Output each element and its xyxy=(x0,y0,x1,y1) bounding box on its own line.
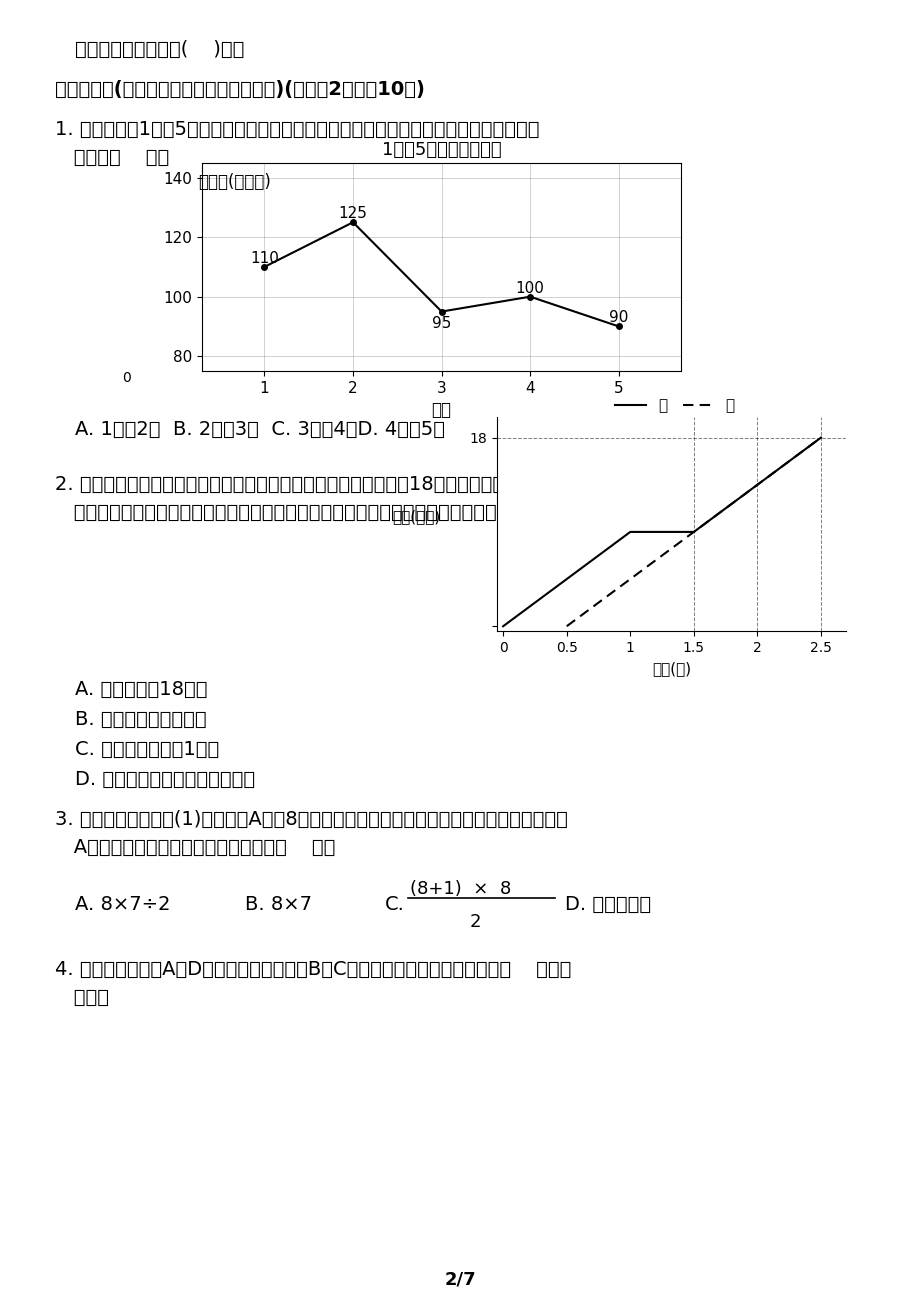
Text: 0: 0 xyxy=(121,371,130,385)
Text: 1. 明明家今年1月至5月的用电量情况如图所示，由图可知，相邻两个月中，用电量变化最: 1. 明明家今年1月至5月的用电量情况如图所示，由图可知，相邻两个月中，用电量变… xyxy=(55,120,539,139)
Legend: 甲, 乙: 甲, 乙 xyxy=(608,392,740,419)
Text: 110: 110 xyxy=(250,251,278,266)
X-axis label: 时间(时): 时间(时) xyxy=(652,660,690,676)
Text: 大的是（    ）。: 大的是（ ）。 xyxy=(55,148,169,167)
Text: 甲、丁两班共有学生(    )人。: 甲、丁两班共有学生( )人。 xyxy=(75,40,244,59)
Text: 100: 100 xyxy=(516,280,544,296)
X-axis label: 月份: 月份 xyxy=(431,401,451,419)
Text: 知甲比乙早出发，他们所行的路程和时间的关系如图所示，下面的说法正确的是（    ）。: 知甲比乙早出发，他们所行的路程和时间的关系如图所示，下面的说法正确的是（ ）。 xyxy=(55,503,545,522)
Text: 用电量(千瓦时): 用电量(千瓦时) xyxy=(198,173,270,191)
Text: (8+1)  ×  8: (8+1) × 8 xyxy=(410,880,511,898)
Text: C.: C. xyxy=(384,894,404,914)
Text: A. 8×7÷2: A. 8×7÷2 xyxy=(75,894,170,914)
Line: 甲: 甲 xyxy=(503,437,820,626)
甲 xyxy=(687,525,698,540)
Text: 2/7: 2/7 xyxy=(444,1269,475,1288)
甲 xyxy=(624,525,635,540)
Text: D. 相遇后甲的速度比乙的速度快: D. 相遇后甲的速度比乙的速度快 xyxy=(75,769,255,789)
Text: 90: 90 xyxy=(608,310,628,326)
Text: 1月至5月用电量统计图: 1月至5月用电量统计图 xyxy=(381,141,501,159)
Text: A. 1月至2月  B. 2月至3月  C. 3月至4月D. 4月至5月: A. 1月至2月 B. 2月至3月 C. 3月至4月D. 4月至5月 xyxy=(75,421,445,439)
Text: 4. 一列火车往返于A、D两站之间，中间还有B、C两个停车站，该火车需要准备（    ）种火: 4. 一列火车往返于A、D两站之间，中间还有B、C两个停车站，该火车需要准备（ … xyxy=(55,960,571,979)
甲 xyxy=(814,430,825,445)
Text: C. 甲在中途休息了1小时: C. 甲在中途休息了1小时 xyxy=(75,740,219,759)
甲 xyxy=(497,618,508,634)
Text: 3. 某次足球赛中，四(1)班所在的A组有8个参赛队，小组中每两个队之间都要进行一场比赛，: 3. 某次足球赛中，四(1)班所在的A组有8个参赛队，小组中每两个队之间都要进行… xyxy=(55,810,567,829)
Text: B. 两人同时到达植物园: B. 两人同时到达植物园 xyxy=(75,710,207,729)
Text: B. 8×7: B. 8×7 xyxy=(244,894,312,914)
Text: A. 他们都骑了18千米: A. 他们都骑了18千米 xyxy=(75,680,208,699)
Text: 125: 125 xyxy=(338,206,367,221)
Text: 2. 甲、乙两人住在同一栋楼，两人分别骑自行车沿一条直线到距家18千米的植物园去玩，已: 2. 甲、乙两人住在同一栋楼，两人分别骑自行车沿一条直线到距家18千米的植物园去… xyxy=(55,475,550,493)
Text: 二、选择。(将正确答案的字母填在括号里)(每小题2分，共10分): 二、选择。(将正确答案的字母填在括号里)(每小题2分，共10分) xyxy=(55,79,425,99)
Text: D. 以上都不对: D. 以上都不对 xyxy=(564,894,651,914)
Y-axis label: 路程(千米): 路程(千米) xyxy=(392,509,440,525)
Text: 2: 2 xyxy=(469,913,481,931)
Text: 95: 95 xyxy=(431,316,451,331)
Text: A组共要进行几场比赛？算式正确的是（    ）。: A组共要进行几场比赛？算式正确的是（ ）。 xyxy=(55,838,335,857)
Text: 车票。: 车票。 xyxy=(55,988,108,1006)
